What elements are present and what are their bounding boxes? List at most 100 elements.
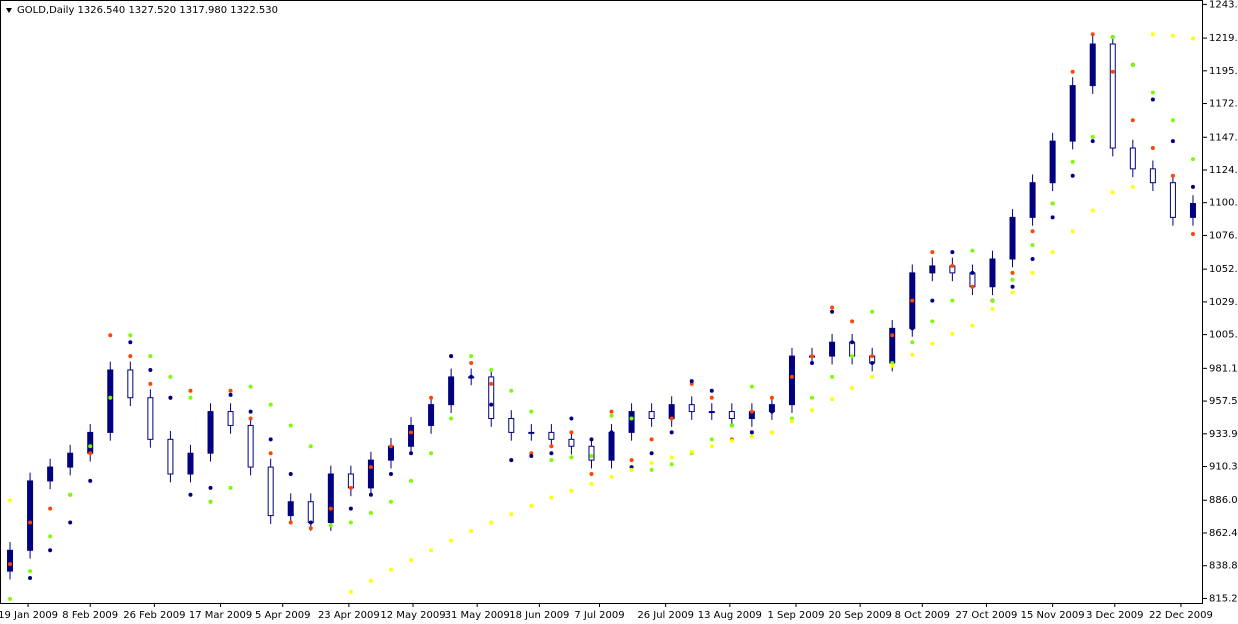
sar-dot — [569, 430, 574, 435]
sar-dot — [168, 395, 173, 400]
sar-dot — [1170, 173, 1175, 178]
sar-dot — [850, 386, 855, 390]
y-tick-label: 1052.675 — [1209, 264, 1238, 275]
candle-body — [1109, 43, 1116, 149]
sar-dot — [348, 506, 353, 511]
sar-dot — [1190, 157, 1195, 162]
sar-dot — [870, 374, 875, 379]
sar-dot — [589, 472, 594, 476]
sar-dot — [1010, 277, 1015, 282]
sar-dot — [910, 298, 915, 303]
sar-dot — [388, 444, 393, 449]
x-tick-label: 12 May 2009 — [380, 610, 445, 621]
sar-dot — [308, 526, 313, 531]
plot-frame — [0, 0, 1203, 604]
candle-body — [27, 480, 34, 551]
y-tick-label: 1195.675 — [1209, 66, 1238, 77]
sar-dot — [248, 384, 253, 389]
x-tick-label: 19 Jan 2009 — [0, 610, 58, 621]
sar-dot — [1130, 118, 1135, 123]
sar-dot — [509, 458, 514, 463]
sar-dot — [789, 374, 794, 379]
sar-dot — [28, 576, 33, 581]
sar-dot — [1050, 250, 1055, 255]
sar-dot — [368, 492, 373, 497]
sar-dot — [228, 388, 233, 393]
sar-dot — [1030, 270, 1035, 275]
candle-body — [167, 438, 174, 475]
sar-dot — [8, 562, 13, 567]
sar-dot — [970, 323, 975, 328]
sar-dot — [248, 416, 253, 421]
sar-dot — [549, 451, 554, 456]
sar-dot — [950, 298, 955, 303]
y-tick-label: 862.485 — [1209, 528, 1238, 539]
sar-dot — [1110, 69, 1115, 74]
sar-dot — [1050, 201, 1055, 206]
sar-dot — [669, 430, 674, 435]
sar-dot — [769, 395, 774, 400]
x-tick-label: 5 Apr 2009 — [255, 610, 310, 621]
sar-dot — [569, 455, 574, 460]
sar-dot — [830, 305, 835, 310]
sar-dot — [1030, 257, 1035, 261]
candle-body — [107, 369, 114, 433]
sar-dot — [148, 381, 153, 386]
sar-dot — [288, 520, 293, 525]
candle-body — [829, 341, 836, 357]
candle-body — [528, 431, 535, 434]
sar-dot — [529, 503, 534, 508]
sar-dot — [669, 416, 674, 421]
y-tick-label: 957.580 — [1209, 396, 1238, 407]
candle-body — [147, 397, 154, 440]
sar-dot — [429, 395, 434, 400]
sar-dot — [1010, 284, 1015, 289]
sar-dot — [68, 520, 73, 525]
sar-dot — [910, 340, 915, 345]
candle-body — [367, 459, 374, 489]
sar-dot — [749, 384, 754, 389]
sar-dot — [529, 409, 534, 414]
sar-dot — [409, 478, 414, 483]
sar-dot — [649, 460, 654, 465]
sar-dot — [589, 437, 594, 442]
sar-dot — [850, 340, 855, 345]
candle-body — [1029, 182, 1036, 218]
candle-body — [1129, 147, 1136, 170]
candle-body — [267, 466, 274, 517]
sar-dot — [328, 506, 333, 511]
sar-dot — [689, 449, 694, 454]
sar-dot — [1010, 290, 1015, 295]
sar-dot — [128, 340, 133, 345]
sar-dot — [228, 392, 233, 397]
sar-dot — [890, 361, 895, 366]
sar-dot — [709, 388, 714, 393]
sar-dot — [890, 333, 895, 338]
sar-dot — [348, 485, 353, 490]
sar-dot — [609, 430, 614, 435]
sar-dot — [709, 444, 714, 449]
x-tick-label: 27 Oct 2009 — [956, 610, 1018, 621]
sar-dot — [970, 284, 975, 289]
sar-dot — [769, 430, 774, 435]
sar-dot — [208, 485, 213, 490]
x-tick-label: 8 Oct 2009 — [895, 610, 950, 621]
candle-body — [387, 445, 394, 461]
sar-dot — [168, 374, 173, 379]
sar-dot — [1070, 69, 1075, 74]
candle-body — [708, 411, 715, 414]
sar-dot — [1150, 97, 1155, 102]
sar-dot — [1090, 32, 1095, 37]
sar-dot — [910, 326, 915, 331]
sar-dot — [729, 438, 734, 443]
candle-body — [969, 272, 976, 288]
candle-body — [548, 431, 555, 440]
sar-dot — [308, 444, 313, 449]
candle-body — [347, 473, 354, 489]
sar-dot — [308, 520, 313, 525]
sar-dot — [950, 331, 955, 336]
candle-body — [668, 404, 675, 420]
sar-dot — [128, 354, 133, 359]
sar-dot — [629, 458, 634, 463]
